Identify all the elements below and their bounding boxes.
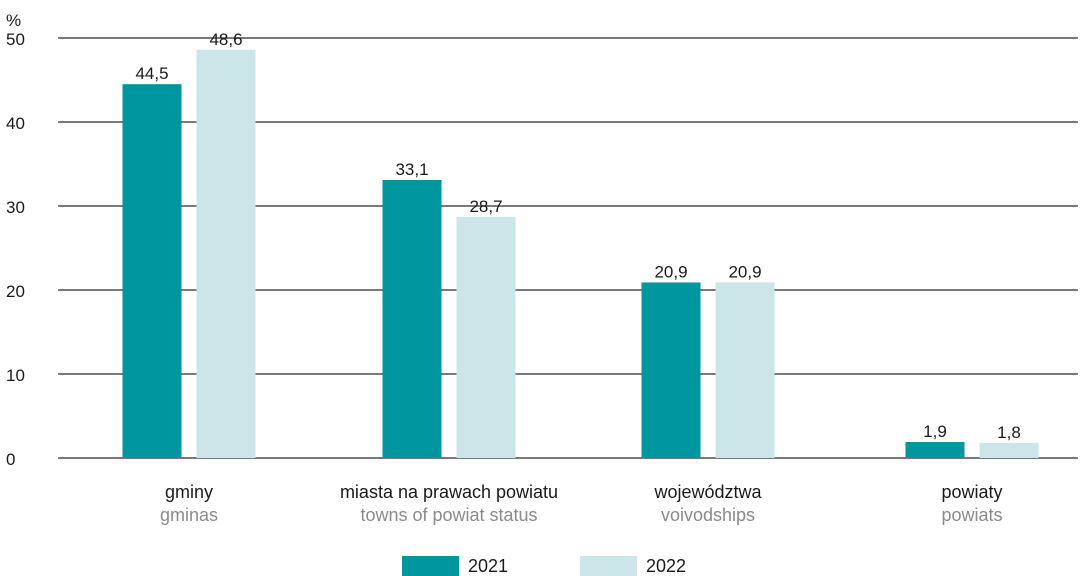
legend-swatch-2022 xyxy=(580,556,637,576)
y-tick-label: 40 xyxy=(6,114,25,133)
y-axis-unit-label: % xyxy=(6,11,21,30)
legend: 2021 2022 xyxy=(402,556,686,576)
y-axis-ticks: 0 10 20 30 40 50 xyxy=(6,30,25,469)
y-tick-label: 10 xyxy=(6,366,25,385)
bar-2021-3 xyxy=(905,442,965,458)
data-label: 33,1 xyxy=(395,160,428,179)
bar-2021-2 xyxy=(641,282,701,458)
bar-2022-0 xyxy=(196,49,256,458)
bar-2021-0 xyxy=(122,84,182,458)
bar-2021-1 xyxy=(382,179,442,458)
category-label: powiaty xyxy=(941,482,1002,502)
data-label: 20,9 xyxy=(728,262,761,281)
data-label: 44,5 xyxy=(135,64,168,83)
legend-label: 2021 xyxy=(468,556,508,576)
category-sublabel: voivodships xyxy=(661,505,755,525)
category-sublabel: towns of powiat status xyxy=(360,505,537,525)
category-labels: gminy gminas miasta na prawach powiatu town… xyxy=(160,482,1003,525)
data-label: 48,6 xyxy=(209,30,242,49)
category-sublabel: powiats xyxy=(941,505,1002,525)
data-label: 1,9 xyxy=(923,422,947,441)
category-sublabel: gminas xyxy=(160,505,218,525)
category-label: gminy xyxy=(165,482,213,502)
y-tick-label: 30 xyxy=(6,198,25,217)
legend-label: 2022 xyxy=(646,556,686,576)
bars xyxy=(122,49,1039,458)
category-label: województwa xyxy=(653,482,762,502)
bar-2022-2 xyxy=(715,282,775,458)
data-label: 1,8 xyxy=(997,423,1021,442)
y-tick-label: 0 xyxy=(6,450,15,469)
bar-2022-3 xyxy=(979,442,1039,458)
y-tick-label: 20 xyxy=(6,282,25,301)
data-label: 20,9 xyxy=(654,262,687,281)
y-tick-label: 50 xyxy=(6,30,25,49)
category-label: miasta na prawach powiatu xyxy=(340,482,558,502)
legend-swatch-2021 xyxy=(402,556,459,576)
bar-2022-1 xyxy=(456,216,516,458)
data-label: 28,7 xyxy=(469,197,502,216)
data-labels: 44,5 33,1 20,9 1,9 48,6 28,7 20,9 1,8 xyxy=(135,30,1020,442)
